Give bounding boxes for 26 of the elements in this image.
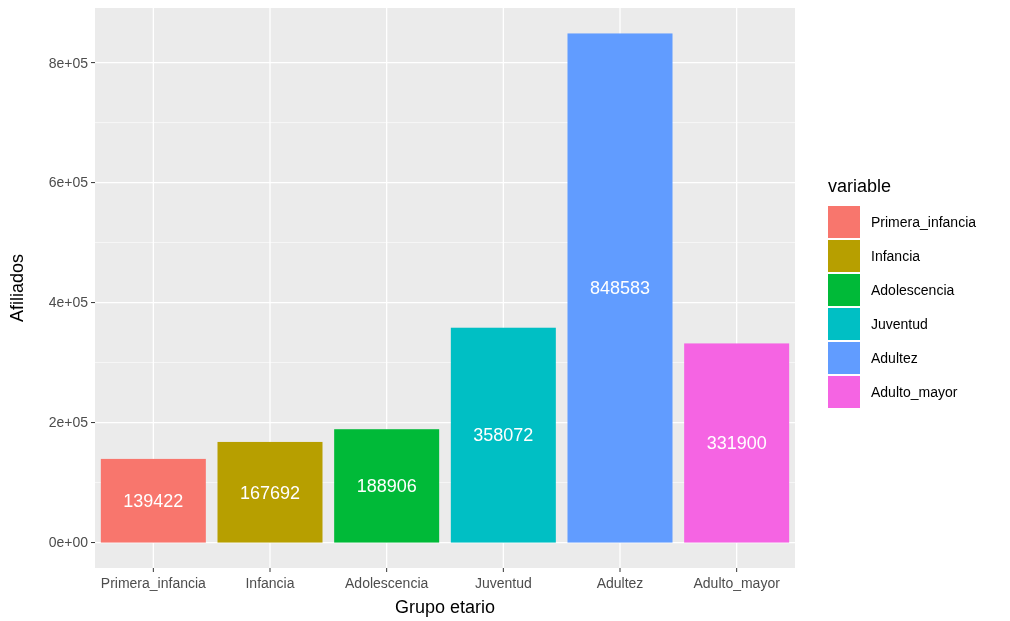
data-label: 331900 (706, 433, 767, 454)
x-tick-label: Adulto_mayor (693, 575, 781, 591)
data-label: 139422 (123, 491, 184, 512)
legend-label: Primera_infancia (871, 213, 977, 230)
y-tick-label: 6e+05 (48, 174, 89, 191)
legend-label: Juventud (871, 315, 928, 332)
x-tick-label: Adultez (596, 575, 644, 591)
x-tick-label: Juventud (474, 575, 532, 591)
y-tick-label: 0e+00 (48, 534, 89, 551)
y-axis-title: Afiliados (7, 253, 27, 323)
legend-label: Adulto_mayor (871, 383, 958, 400)
legend-label: Adultez (871, 349, 918, 366)
legend-label: Adolescencia (871, 281, 955, 298)
y-tick-label: 4e+05 (48, 294, 89, 311)
y-tick-label: 2e+05 (48, 414, 89, 431)
x-tick-label: Primera_infancia (100, 575, 207, 591)
legend-title: variable (828, 176, 892, 197)
data-label: 358072 (473, 425, 534, 446)
x-tick-label: Adolescencia (345, 575, 429, 591)
data-label: 167692 (239, 482, 301, 503)
x-tick-label: Infancia (245, 575, 295, 591)
y-tick-label: 8e+05 (48, 54, 89, 71)
data-label: 848583 (589, 278, 651, 299)
data-label: 188906 (356, 476, 417, 497)
legend-label: Infancia (871, 247, 921, 264)
x-axis-title: Grupo etario (394, 597, 496, 617)
